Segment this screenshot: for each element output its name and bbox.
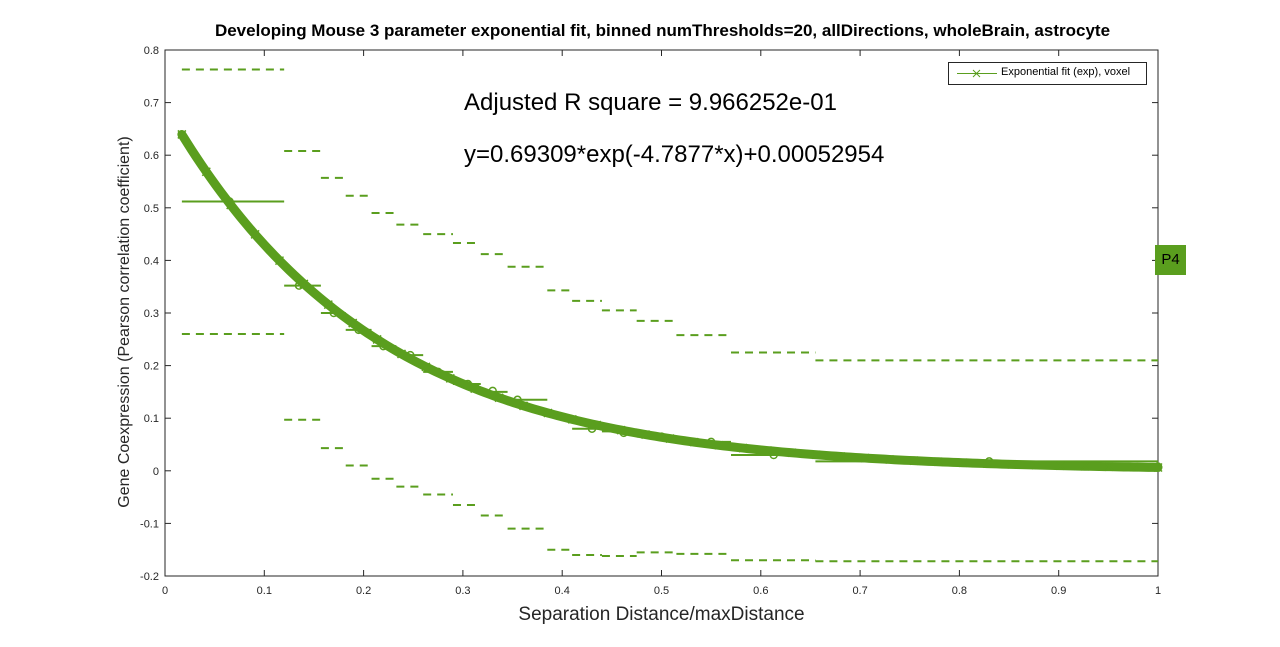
fit-marker xyxy=(958,458,968,468)
x-tick-label: 0.4 xyxy=(555,585,570,597)
fit-marker xyxy=(323,300,333,310)
y-tick-label: 0.6 xyxy=(144,150,159,162)
y-tick-label: -0.2 xyxy=(140,571,159,583)
fit-marker xyxy=(1129,462,1139,472)
fit-marker xyxy=(714,440,724,450)
fit-marker xyxy=(689,437,699,447)
fit-marker xyxy=(1007,459,1017,469)
chart-title: Developing Mouse 3 parameter exponential… xyxy=(214,21,1111,40)
plot-area: 0 0.1 0.2 0.3 0.4 0.5 0.6 0.7 0.8 0.9 1 -0.2 -0.1 0 0.… xyxy=(140,45,1163,597)
y-tick-label: 0.7 xyxy=(144,98,159,110)
x-tick-label: 0.2 xyxy=(356,585,371,597)
fit-marker xyxy=(1031,460,1041,470)
fit-marker xyxy=(177,129,187,139)
fit-marker xyxy=(933,457,943,467)
legend-entry-label: Exponential fit (exp), voxel xyxy=(1001,66,1131,78)
y-tick-label: -0.1 xyxy=(140,518,159,530)
fit-marker xyxy=(299,279,309,289)
fit-marker xyxy=(616,425,626,435)
fit-curve xyxy=(177,129,1163,472)
x-tick-label: 0.3 xyxy=(455,585,470,597)
fit-marker xyxy=(1153,462,1163,473)
x-tick-label: 0.1 xyxy=(257,585,272,597)
y-tick-label: 0.8 xyxy=(144,45,159,57)
y-tick-label: 0.4 xyxy=(144,255,159,267)
fit-marker xyxy=(738,443,748,453)
p4-badge: P4 xyxy=(1155,245,1186,275)
fit-marker xyxy=(787,448,797,458)
axes-box xyxy=(164,49,1159,577)
fit-marker xyxy=(494,393,504,403)
x-tick-label: 1 xyxy=(1155,585,1161,597)
x-tick-label: 0.5 xyxy=(654,585,669,597)
fit-marker xyxy=(592,420,602,430)
fit-marker xyxy=(763,446,773,456)
x-tick-label: 0.6 xyxy=(753,585,768,597)
fit-marker xyxy=(421,362,431,372)
fit-marker xyxy=(1104,462,1114,472)
fit-marker xyxy=(201,167,211,177)
y-tick-label: 0.5 xyxy=(144,203,159,215)
fit-marker xyxy=(811,450,821,460)
y-tick-label: 0.1 xyxy=(144,413,159,425)
fit-marker xyxy=(885,454,895,464)
x-tick-label: 0.8 xyxy=(952,585,967,597)
fit-marker xyxy=(836,451,846,462)
y-tick-label: 0.3 xyxy=(144,308,159,320)
fit-marker xyxy=(396,349,407,359)
fit-marker xyxy=(348,318,358,328)
fit-marker xyxy=(226,200,236,210)
legend: Exponential fit (exp), voxel xyxy=(948,62,1147,85)
x-tick-label: 0.9 xyxy=(1051,585,1066,597)
fit-marker xyxy=(372,334,382,344)
fit-marker xyxy=(1080,461,1090,471)
y-axis-label: Gene Coexpression (Pearson correlation c… xyxy=(116,136,133,508)
fit-marker xyxy=(1055,461,1065,471)
x-tick-label: 0.7 xyxy=(852,585,867,597)
fit-marker xyxy=(250,229,260,239)
fit-marker xyxy=(543,408,553,418)
fit-marker xyxy=(860,453,870,463)
fit-marker xyxy=(445,373,455,383)
fit-equation-annotation: y=0.69309*exp(-4.7877*x)+0.00052954 xyxy=(464,141,885,168)
fit-marker xyxy=(470,384,480,394)
y-tick-label: 0 xyxy=(153,466,159,478)
fit-marker xyxy=(518,401,529,411)
fit-marker xyxy=(567,414,577,424)
y-tick-label: 0.2 xyxy=(144,361,159,373)
legend-line-marker-icon xyxy=(957,69,997,78)
fit-marker xyxy=(982,459,992,469)
fit-marker xyxy=(909,456,919,466)
r-square-annotation: Adjusted R square = 9.966252e-01 xyxy=(464,89,837,116)
fit-marker xyxy=(665,434,675,444)
fit-marker xyxy=(641,430,651,440)
x-tick-label: 0 xyxy=(162,585,168,597)
x-axis-label: Separation Distance/maxDistance xyxy=(518,604,805,625)
fit-marker xyxy=(274,256,285,266)
